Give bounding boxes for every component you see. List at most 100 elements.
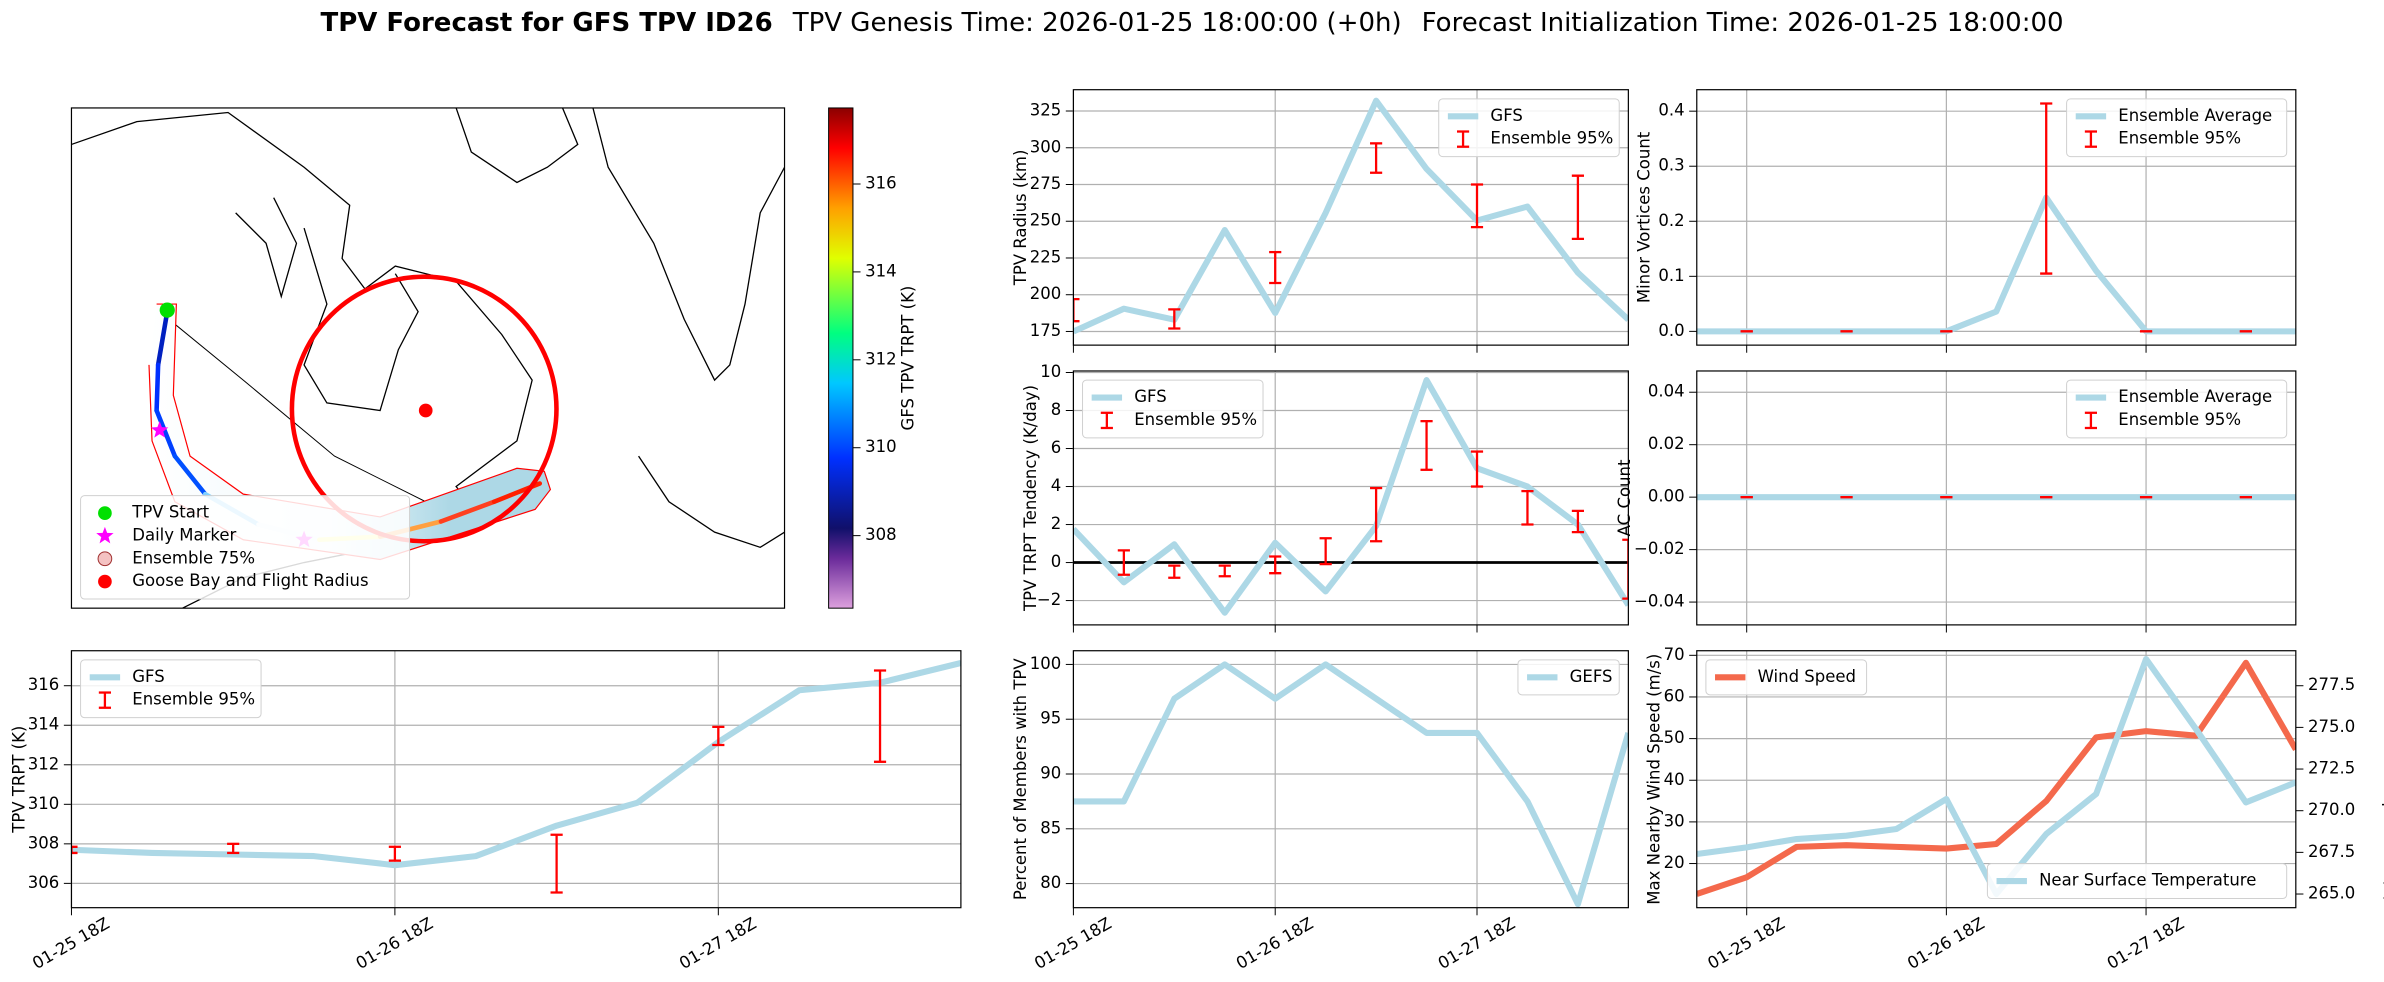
axes-frame: [1072, 650, 1629, 909]
y-tick-label: 0.00: [1648, 487, 1685, 506]
y-tick-label: 40: [1664, 770, 1685, 789]
coastline: [455, 107, 579, 184]
errorbar: [388, 845, 401, 862]
legend-box: [1438, 98, 1620, 158]
errorbar: [712, 725, 725, 747]
y-tick-label: −0.02: [1634, 539, 1685, 558]
legend-box: [2066, 98, 2288, 158]
errorbar: [227, 842, 240, 855]
legend-label: Ensemble 95%: [132, 690, 255, 709]
legend-marker: [98, 574, 112, 589]
y-tick-label: 0.4: [1658, 101, 1684, 120]
y-tick-label: 0.2: [1658, 211, 1684, 230]
coastline: [638, 455, 785, 549]
errorbar: [1470, 450, 1484, 488]
y-tick-label: 8: [1051, 400, 1062, 419]
y-axis-label: Percent of Members with TPV: [1011, 658, 1030, 900]
track-segment: [154, 408, 178, 459]
x-tick-label: 01-25 18Z: [1704, 914, 1788, 973]
axes-frame: [1696, 370, 2297, 626]
legend-label: GFS: [132, 667, 164, 686]
y-tick-label: 0.3: [1658, 156, 1684, 175]
x-tick-label: 01-27 18Z: [1435, 914, 1519, 973]
legend-marker: [98, 506, 112, 520]
colorbar-tick-label: 316: [865, 173, 897, 192]
y-tick-label: 60: [1664, 686, 1685, 705]
legend-label: Ensemble 95%: [2118, 129, 2241, 148]
errorbar: [1218, 564, 1231, 578]
y-tick-label: 70: [1664, 645, 1685, 664]
flight-radius: [289, 274, 559, 544]
legend-label: GFS: [1490, 106, 1522, 125]
legend-box: [2066, 379, 2288, 439]
y2-tick-label: 277.5: [2308, 675, 2355, 694]
y-tick-label: 0: [1051, 552, 1062, 571]
y-tick-label: −0.04: [1634, 592, 1685, 611]
errorbar: [1571, 174, 1584, 241]
errorbar: [550, 833, 563, 894]
track-segment: [172, 453, 208, 497]
coastline: [303, 227, 419, 412]
y2-tick-label: 265.0: [2308, 884, 2355, 903]
errorbar: [1319, 537, 1332, 566]
legend-label: Near Surface Temperature: [2039, 871, 2256, 890]
title: TPV Forecast for GFS TPV ID26: [320, 8, 772, 38]
legend-marker: [97, 551, 113, 567]
y-tick-label: 80: [1040, 873, 1061, 892]
y-tick-label: 316: [28, 675, 60, 694]
axes-frame: [70, 650, 962, 909]
y-tick-label: 225: [1030, 247, 1062, 266]
legend-label: TPV Start: [131, 503, 209, 522]
y2-tick-label: 272.5: [2308, 759, 2355, 778]
y-tick-label: 314: [28, 715, 60, 734]
y-tick-label: 50: [1664, 728, 1685, 747]
y-tick-label: 310: [28, 794, 60, 813]
y-tick-label: 0.04: [1648, 382, 1685, 401]
legend-label: GFS: [1134, 387, 1166, 406]
suptitle: TPV Forecast for GFS TPV ID26 TPV Genesis…: [320, 8, 2063, 38]
axes-frame: [1696, 89, 2297, 346]
series-line: [1073, 97, 1629, 335]
y-tick-label: 0.1: [1658, 266, 1684, 285]
y-tick-label: 100: [1030, 654, 1062, 673]
legend-label: Ensemble 75%: [132, 548, 255, 567]
map-frame: [70, 107, 786, 609]
colorbar-tick-label: 310: [865, 437, 897, 456]
legend-label: Ensemble 95%: [2118, 410, 2241, 429]
x-tick-label: 01-25 18Z: [1031, 914, 1115, 973]
errorbar: [1117, 549, 1130, 576]
legend-box: [1517, 659, 1620, 696]
x-tick-label: 01-27 18Z: [2104, 914, 2188, 973]
errorbar: [873, 669, 887, 763]
y-tick-label: 2: [1051, 514, 1062, 533]
y-tick-label: 20: [1664, 853, 1685, 872]
y-tick-label: 175: [1030, 321, 1062, 340]
y-tick-label: 95: [1040, 709, 1061, 728]
errorbar: [1571, 509, 1584, 534]
coastline: [235, 197, 298, 299]
track-segment: [155, 309, 170, 368]
legend-label: Ensemble Average: [2118, 106, 2272, 125]
daily-marker: [150, 421, 169, 438]
y2-tick-label: 275.0: [2308, 717, 2355, 736]
errorbar: [1370, 142, 1383, 174]
track-segment: [438, 499, 497, 524]
errorbar: [1073, 297, 1080, 323]
legend-label: Ensemble 95%: [1490, 129, 1613, 148]
coastline: [592, 107, 785, 382]
y2-tick-label: 267.5: [2308, 842, 2355, 861]
colorbar-tick-label: 308: [865, 525, 897, 544]
legend-box: [1705, 659, 1868, 696]
colorbar: [828, 107, 854, 609]
y-axis-label: TPV TRPT Tendency (K/day): [1021, 385, 1040, 612]
y-tick-label: 325: [1030, 101, 1062, 120]
x-tick-label: 01-27 18Z: [676, 914, 760, 973]
errorbar: [1168, 564, 1181, 579]
colorbar-tick-label: 314: [865, 261, 897, 280]
y-tick-label: 0.02: [1648, 434, 1685, 453]
errorbar: [1269, 250, 1282, 285]
x-tick-label: 01-26 18Z: [353, 914, 437, 973]
y-tick-label: 85: [1040, 818, 1061, 837]
